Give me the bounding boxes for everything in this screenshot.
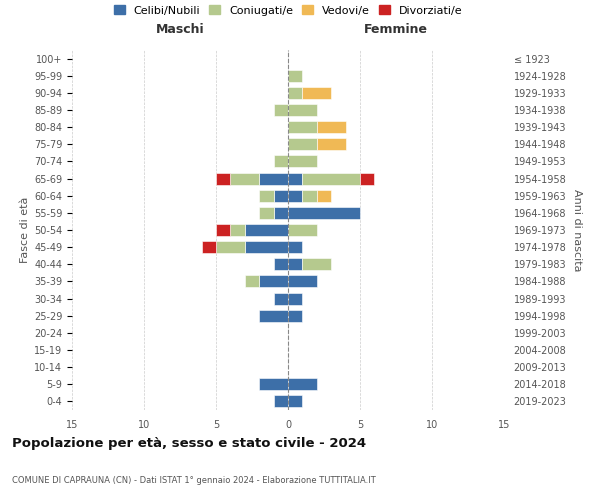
Bar: [288, 310, 302, 322]
Bar: [259, 190, 274, 202]
Bar: [288, 138, 317, 150]
Bar: [317, 190, 331, 202]
Y-axis label: Anni di nascita: Anni di nascita: [572, 188, 582, 271]
Bar: [274, 396, 288, 407]
Bar: [302, 172, 360, 184]
Bar: [230, 172, 259, 184]
Bar: [259, 276, 288, 287]
Bar: [230, 224, 245, 236]
Bar: [274, 207, 288, 219]
Bar: [360, 172, 374, 184]
Bar: [245, 241, 288, 253]
Bar: [317, 121, 346, 133]
Bar: [302, 190, 317, 202]
Bar: [274, 258, 288, 270]
Bar: [288, 104, 317, 116]
Bar: [274, 156, 288, 168]
Bar: [302, 258, 331, 270]
Bar: [288, 172, 302, 184]
Bar: [288, 378, 317, 390]
Bar: [288, 258, 302, 270]
Bar: [274, 292, 288, 304]
Bar: [216, 172, 230, 184]
Bar: [288, 87, 302, 99]
Bar: [288, 190, 302, 202]
Bar: [245, 276, 259, 287]
Text: Femmine: Femmine: [364, 24, 428, 36]
Bar: [288, 276, 317, 287]
Bar: [216, 241, 245, 253]
Text: Popolazione per età, sesso e stato civile - 2024: Popolazione per età, sesso e stato civil…: [12, 437, 366, 450]
Bar: [259, 378, 288, 390]
Text: COMUNE DI CAPRAUNA (CN) - Dati ISTAT 1° gennaio 2024 - Elaborazione TUTTITALIA.I: COMUNE DI CAPRAUNA (CN) - Dati ISTAT 1° …: [12, 476, 376, 485]
Bar: [288, 396, 302, 407]
Bar: [288, 292, 302, 304]
Legend: Celibi/Nubili, Coniugati/e, Vedovi/e, Divorziati/e: Celibi/Nubili, Coniugati/e, Vedovi/e, Di…: [113, 5, 463, 15]
Text: Maschi: Maschi: [155, 24, 205, 36]
Bar: [302, 87, 331, 99]
Bar: [259, 172, 288, 184]
Bar: [288, 207, 360, 219]
Bar: [274, 104, 288, 116]
Bar: [259, 310, 288, 322]
Bar: [288, 121, 317, 133]
Bar: [216, 224, 230, 236]
Bar: [288, 70, 302, 82]
Bar: [259, 207, 274, 219]
Bar: [288, 156, 317, 168]
Bar: [317, 138, 346, 150]
Bar: [245, 224, 288, 236]
Bar: [274, 190, 288, 202]
Bar: [288, 241, 302, 253]
Bar: [288, 224, 317, 236]
Y-axis label: Fasce di età: Fasce di età: [20, 197, 30, 263]
Bar: [202, 241, 216, 253]
